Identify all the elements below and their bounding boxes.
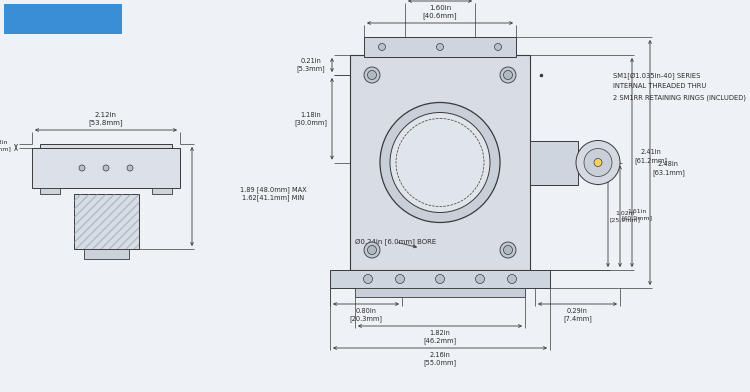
Bar: [364, 37, 516, 57]
Circle shape: [364, 242, 380, 258]
Circle shape: [436, 44, 443, 51]
Text: 2.12in
[53.8mm]: 2.12in [53.8mm]: [88, 112, 123, 126]
Text: 2.48in
[63.1mm]: 2.48in [63.1mm]: [652, 162, 685, 176]
Text: 0.21in
[5.3mm]: 0.21in [5.3mm]: [296, 58, 326, 72]
Text: 0.80in
[20.3mm]: 0.80in [20.3mm]: [350, 308, 382, 322]
Text: INTERNAL THREADED THRU: INTERNAL THREADED THRU: [613, 83, 706, 89]
Text: 2.16in
[55.0mm]: 2.16in [55.0mm]: [424, 352, 457, 366]
Circle shape: [503, 71, 512, 80]
Text: 1.02in
[25.9mm]: 1.02in [25.9mm]: [610, 211, 641, 222]
Circle shape: [380, 102, 500, 223]
Circle shape: [368, 71, 376, 80]
Bar: [4, 4, 122, 34]
Circle shape: [584, 149, 612, 176]
Circle shape: [364, 274, 373, 283]
Text: SM1[Ø1.035in-40] SERIES: SM1[Ø1.035in-40] SERIES: [613, 72, 701, 79]
Text: 1.60in
[40.6mm]: 1.60in [40.6mm]: [423, 5, 458, 19]
Circle shape: [395, 274, 404, 283]
Text: 2.41in
[61.2mm]: 2.41in [61.2mm]: [634, 149, 667, 163]
Circle shape: [127, 165, 133, 171]
Text: 1.18in
[30.0mm]: 1.18in [30.0mm]: [295, 112, 328, 126]
Text: 1.61in
[40.9mm]: 1.61in [40.9mm]: [622, 209, 653, 220]
Bar: [152, 188, 172, 194]
Text: 0.03in
[0.8mm]: 0.03in [0.8mm]: [0, 140, 11, 152]
Bar: [40, 188, 60, 194]
Text: 1.89 [48.0mm] MAX
1.62[41.1mm] MIN: 1.89 [48.0mm] MAX 1.62[41.1mm] MIN: [240, 186, 307, 201]
Bar: [530, 140, 578, 185]
Circle shape: [379, 44, 386, 51]
Circle shape: [508, 274, 517, 283]
Bar: [355, 288, 525, 297]
Text: 1.82in
[46.2mm]: 1.82in [46.2mm]: [424, 330, 457, 344]
Circle shape: [500, 242, 516, 258]
Circle shape: [103, 165, 109, 171]
Bar: [350, 55, 530, 270]
Circle shape: [494, 44, 502, 51]
Text: Ø0.24in [6.0mm] BORE: Ø0.24in [6.0mm] BORE: [355, 239, 436, 248]
Bar: [32, 148, 180, 188]
Circle shape: [500, 67, 516, 83]
Bar: [84, 249, 129, 259]
Text: 2 SM1RR RETAINING RINGS (INCLUDED): 2 SM1RR RETAINING RINGS (INCLUDED): [613, 94, 746, 100]
Bar: [74, 194, 139, 249]
Circle shape: [476, 274, 484, 283]
Circle shape: [364, 67, 380, 83]
Circle shape: [368, 245, 376, 254]
Circle shape: [503, 245, 512, 254]
Text: PT-SD87: PT-SD87: [15, 9, 111, 29]
Circle shape: [79, 165, 85, 171]
Circle shape: [594, 158, 602, 167]
Text: 0.29in
[7.4mm]: 0.29in [7.4mm]: [563, 308, 592, 322]
Circle shape: [436, 274, 445, 283]
Circle shape: [390, 113, 490, 212]
Bar: [40, 144, 172, 148]
Bar: [330, 270, 550, 288]
Circle shape: [576, 140, 620, 185]
Bar: [74, 194, 139, 249]
